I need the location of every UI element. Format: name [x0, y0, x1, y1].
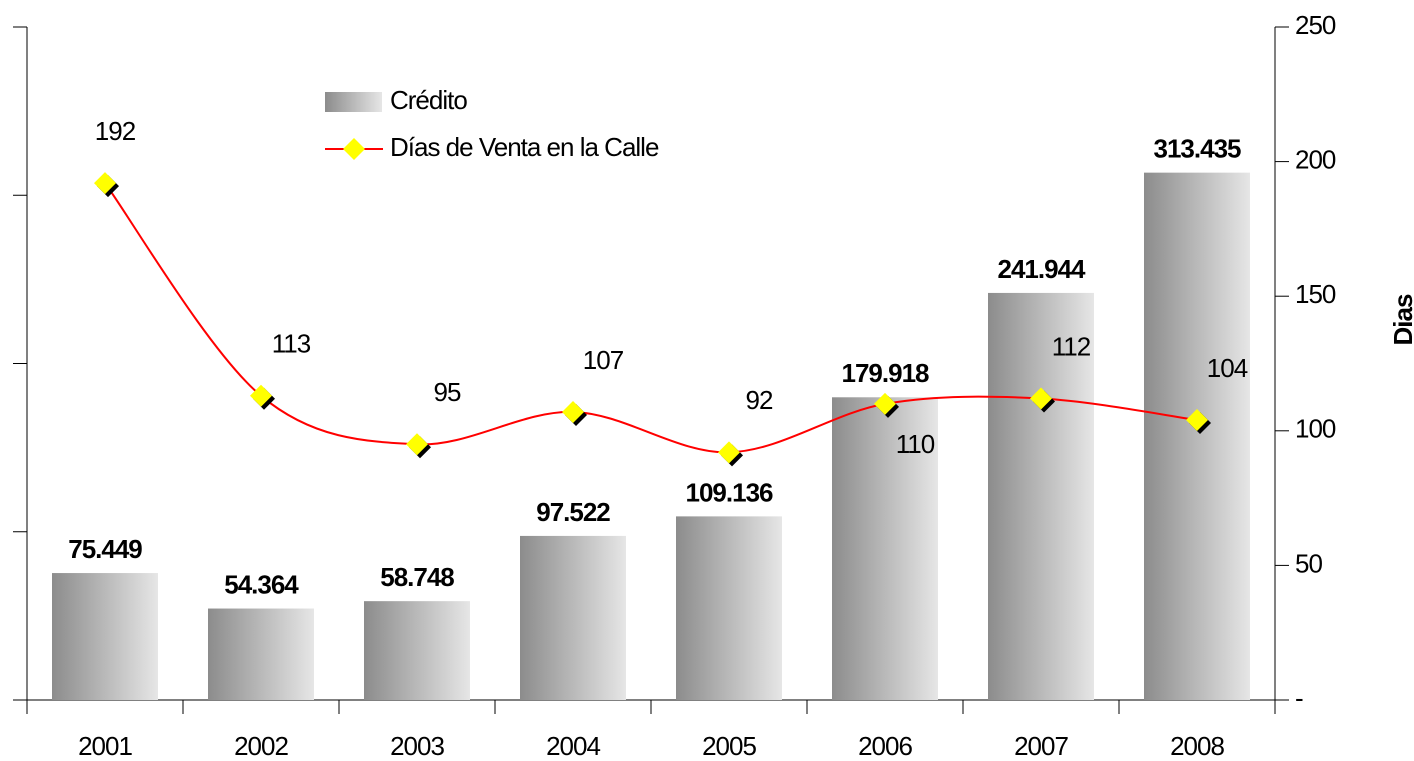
bar-value-label: 58.748	[380, 562, 454, 592]
bar	[988, 292, 1094, 700]
y2-tick-label: -	[1295, 683, 1303, 713]
y2-tick-label: 200	[1295, 144, 1336, 174]
bar-value-label: 313.435	[1154, 134, 1242, 164]
bar-value-label: 241.944	[998, 254, 1087, 284]
x-tick-label: 2007	[1014, 731, 1068, 761]
marker	[718, 441, 740, 464]
bar	[676, 516, 782, 700]
y2-tick-label: 50	[1295, 548, 1322, 578]
bar	[208, 608, 314, 700]
bar	[832, 397, 938, 700]
marker	[1030, 387, 1052, 410]
bar	[52, 573, 158, 700]
bar-value-label: 109.136	[686, 477, 774, 507]
marker	[562, 400, 584, 423]
legend-marker	[343, 138, 365, 160]
bar-value-label: 54.364	[224, 569, 299, 599]
line-value-label: 107	[583, 345, 624, 375]
line-value-label: 92	[746, 385, 773, 415]
line-value-label: 110	[896, 429, 935, 459]
marker	[94, 172, 116, 195]
bar-value-label: 179.918	[842, 358, 930, 388]
x-tick-label: 2003	[390, 731, 444, 761]
legend-label: Días de Venta en la Calle	[390, 132, 659, 162]
line-value-label: 112	[1052, 331, 1091, 361]
y2-axis-label: Dias	[1388, 294, 1414, 345]
legend-swatch	[325, 92, 382, 112]
y2-tick-label: 250	[1295, 10, 1336, 40]
marker	[1186, 409, 1208, 432]
line-value-label: 95	[434, 377, 461, 407]
marker	[406, 433, 428, 456]
bar	[364, 601, 470, 700]
marker	[874, 392, 896, 415]
x-tick-label: 2006	[858, 731, 912, 761]
line-value-label: 192	[95, 116, 136, 146]
line-value-label: 104	[1207, 353, 1248, 383]
x-tick-label: 2008	[1170, 731, 1224, 761]
y2-tick-label: 100	[1295, 414, 1336, 444]
x-tick-label: 2005	[702, 731, 756, 761]
bar	[1144, 172, 1250, 700]
bar	[520, 535, 626, 700]
x-tick-label: 2002	[234, 731, 288, 761]
bar-value-label: 97.522	[536, 497, 610, 527]
bar-value-label: 75.449	[68, 534, 142, 564]
y2-tick-label: 150	[1295, 279, 1336, 309]
marker	[250, 384, 272, 407]
legend-label: Crédito	[390, 85, 467, 115]
x-tick-label: 2001	[78, 731, 132, 761]
line-value-label: 113	[272, 329, 311, 359]
x-tick-label: 2004	[546, 731, 600, 761]
